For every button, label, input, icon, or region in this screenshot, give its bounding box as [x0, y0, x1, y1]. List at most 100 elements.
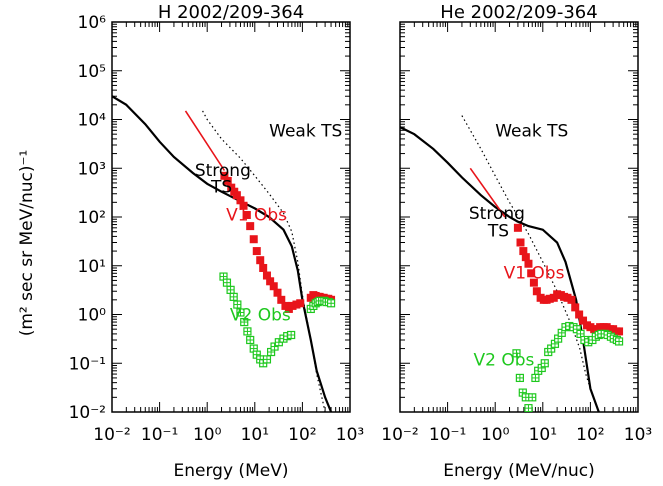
chart-title: He 2002/209-364 [440, 2, 597, 23]
strong-ts-curve [112, 95, 333, 412]
data-point [532, 287, 541, 296]
data-point [270, 342, 279, 351]
data-point [516, 238, 525, 247]
data-point [575, 310, 584, 319]
data-point [252, 247, 261, 256]
y-tick-label: 10³ [78, 159, 106, 179]
data-point [524, 404, 533, 412]
x-tick-label: 10² [576, 425, 604, 445]
y-tick-label: 10⁻¹ [69, 354, 106, 374]
data-point [259, 263, 268, 272]
data-point [296, 299, 305, 308]
annotation-label: TS [487, 221, 509, 241]
y-tick-label: 10⁵ [78, 62, 106, 82]
y-tick-label: 10⁴ [78, 111, 107, 131]
data-point [239, 201, 248, 210]
annotation-label: Weak TS [269, 121, 342, 141]
annotation-label: Strong [469, 204, 525, 224]
x-tick-label: 10³ [336, 425, 364, 445]
data-point [545, 294, 554, 303]
data-point [242, 210, 251, 219]
y-tick-label: 10⁰ [78, 306, 107, 326]
data-point [540, 359, 549, 368]
data-point [269, 282, 278, 291]
v1-lecp-curve [184, 110, 226, 171]
axis-ticks: 10⁻² 10⁻¹ 10⁰ 10¹ 10² 10³ [381, 21, 652, 445]
data-point [527, 269, 536, 278]
x-tick-label: 10⁻² [93, 425, 130, 445]
y-tick-label: 10⁶ [78, 13, 107, 33]
data-point [226, 285, 235, 294]
x-axis-label: Energy (MeV/nuc) [443, 461, 595, 481]
series-group [400, 115, 624, 412]
data-point [529, 278, 538, 287]
x-tick-label: 10³ [624, 425, 652, 445]
data-point [519, 247, 528, 256]
annotation-label: TS [210, 177, 232, 197]
annotation-label: Strong [195, 161, 251, 181]
data-point [513, 223, 522, 232]
panel-helium: He 2002/209-364 Energy (MeV/nuc) 10⁻² 10⁻… [381, 2, 652, 481]
data-point [233, 300, 242, 309]
data-point [277, 295, 286, 304]
weak-ts-curve [461, 115, 600, 412]
data-point [246, 222, 255, 231]
y-tick-label: 10² [78, 208, 106, 228]
data-point [222, 278, 232, 287]
y-tick-label: 10¹ [78, 257, 106, 277]
data-point [227, 183, 236, 192]
chart-title: H 2002/209-364 [158, 2, 304, 23]
data-point [262, 271, 271, 280]
data-point [236, 196, 245, 205]
data-point [223, 176, 232, 185]
weak-ts-curve [202, 110, 326, 412]
data-point [256, 256, 265, 265]
v1-obs-points [220, 171, 336, 313]
data-point [614, 337, 624, 346]
data-point [287, 330, 296, 340]
x-tick-label: 10² [288, 425, 316, 445]
axis-ticks: 10⁻² 10⁻¹ 10⁰ 10¹ 10² 10³ 10⁻² 10⁻¹ 10⁰ 10¹ 10² 10³… [69, 13, 365, 445]
x-tick-label: 10⁻¹ [141, 425, 178, 445]
x-tick-label: 10⁻¹ [429, 425, 466, 445]
data-point [531, 373, 540, 383]
data-point [266, 277, 275, 286]
y-axis-label: (m² sec sr MeV/nuc)⁻¹ [17, 150, 37, 337]
x-tick-label: 10⁰ [481, 425, 510, 445]
data-point [273, 288, 282, 297]
data-point [615, 327, 624, 336]
data-point [524, 259, 533, 268]
annotation-label: V2 Obs [473, 350, 534, 370]
v2-obs-points [512, 321, 624, 412]
v1-obs-points [513, 223, 624, 336]
x-tick-label: 10⁰ [193, 425, 222, 445]
data-point [220, 171, 229, 180]
x-tick-label: 10¹ [241, 425, 269, 445]
annotation-label: V2 Obs [230, 306, 291, 326]
data-point [326, 299, 336, 308]
annotation-label: V1 Obs [504, 263, 565, 283]
data-point [515, 373, 524, 383]
panel-hydrogen: H 2002/209-364 Energy (MeV) 10⁻² 10⁻¹ 10⁰ 1… [69, 2, 365, 481]
x-tick-label: 10⁻² [381, 425, 418, 445]
data-point [249, 235, 258, 244]
data-point [229, 292, 238, 301]
v2-obs-points [219, 272, 336, 368]
annotation-label: Weak TS [495, 121, 568, 141]
data-point [243, 327, 252, 336]
data-point [240, 317, 249, 327]
data-point [512, 349, 521, 358]
x-axis-label: Energy (MeV) [174, 461, 289, 481]
data-point [232, 191, 241, 200]
data-point [236, 308, 245, 317]
y-tick-label: 10⁻² [69, 403, 106, 423]
data-point [246, 335, 255, 345]
annotation-label: V1 Obs [226, 205, 287, 225]
data-point [571, 303, 580, 312]
v1-lecp-curve [469, 167, 506, 218]
series-group [112, 95, 336, 412]
x-tick-label: 10¹ [529, 425, 557, 445]
